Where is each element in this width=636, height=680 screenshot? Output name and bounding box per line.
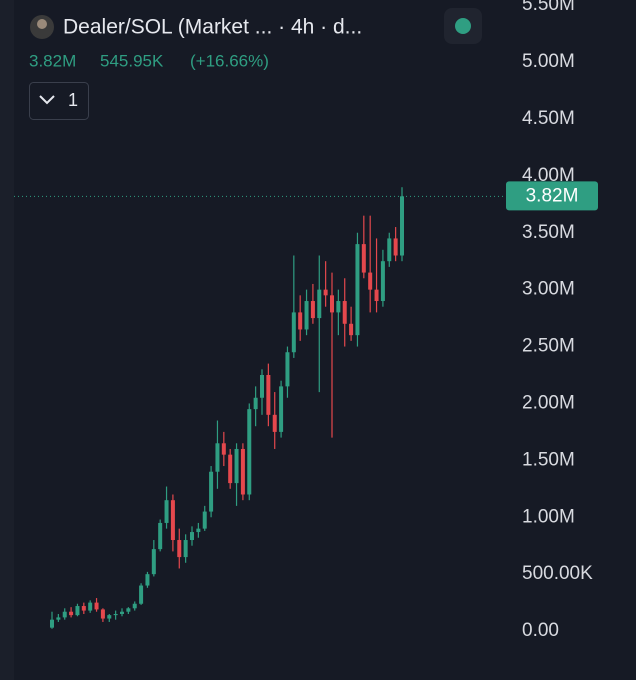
candle-body [81, 606, 86, 611]
candle-body [266, 374, 271, 415]
candle-body [75, 606, 80, 616]
candle-body [355, 244, 360, 336]
header-change-percent: (+16.66%) [190, 51, 269, 70]
candle-body [298, 312, 303, 330]
indicator-count: 1 [68, 90, 78, 110]
last-price-tag [506, 181, 598, 211]
candle-body [323, 289, 328, 296]
candle-body [196, 528, 201, 533]
candle-body [387, 238, 392, 262]
y-tick-label: 3.00M [522, 279, 575, 300]
header-price: 3.82M [29, 51, 76, 70]
candle-body [120, 611, 124, 614]
y-tick-label: 1.50M [522, 449, 575, 470]
y-tick-label: 4.00M [522, 165, 575, 186]
candle-body [164, 500, 169, 523]
candle-body [342, 301, 347, 324]
candle-body [291, 312, 296, 353]
candle-body [69, 611, 74, 616]
y-tick-label: 2.00M [522, 392, 575, 413]
y-tick-label: 3.50M [522, 222, 575, 243]
candle-body [374, 289, 379, 302]
candle-body [113, 613, 118, 616]
last-price-label: 3.82M [526, 185, 579, 206]
candle-body [368, 272, 373, 290]
candle-body [304, 301, 309, 330]
candle-body [234, 448, 239, 484]
candle-body [330, 295, 334, 313]
candle-body [139, 585, 144, 604]
candle-body [88, 602, 93, 611]
candle-body [221, 443, 226, 455]
candle-body [56, 617, 61, 620]
candle-body [317, 289, 322, 319]
candle-body [393, 238, 398, 256]
status-dot[interactable] [455, 18, 471, 34]
candle-body [126, 608, 131, 612]
y-tick-label: 5.50M [522, 0, 575, 15]
candle-body [215, 443, 220, 472]
candle-body [158, 522, 163, 550]
header-change: 545.95K [100, 51, 164, 70]
candle-body [132, 603, 137, 609]
candle-body [170, 500, 175, 541]
candle-body [151, 549, 156, 575]
left-strip [0, 0, 14, 680]
y-tick-label: 5.00M [522, 51, 575, 72]
candle-body [94, 602, 99, 610]
candle-body [209, 471, 214, 512]
candle-body [247, 409, 252, 495]
candle-body [272, 414, 277, 432]
y-tick-label: 0.00 [522, 620, 559, 641]
y-tick-label: 1.00M [522, 506, 575, 527]
candle-body [260, 374, 264, 398]
token-avatar-face [37, 19, 47, 29]
indicator-toggle[interactable] [29, 82, 89, 120]
chevron [39, 95, 55, 105]
candle-body [100, 609, 105, 619]
candle-body [183, 540, 188, 558]
candle-body [285, 352, 290, 387]
candle-body [107, 615, 112, 619]
candle-body [400, 196, 404, 256]
candle-body [177, 540, 182, 558]
candle-body [190, 532, 194, 541]
candle-body [349, 323, 354, 336]
candle-body [50, 619, 54, 628]
candle-body [62, 611, 67, 618]
y-tick-label: 500.00K [522, 563, 593, 584]
candle-body [279, 386, 284, 432]
candle-body [240, 448, 245, 495]
candle-body [202, 511, 207, 529]
candle-body [253, 397, 258, 410]
y-tick-label: 2.50M [522, 336, 575, 357]
candle-body [336, 301, 341, 313]
header-title: Dealer/SOL (Market ... · 4h · d... [63, 16, 362, 39]
candle-body [228, 454, 233, 484]
candle-body [145, 574, 150, 586]
y-tick-label: 4.50M [522, 108, 575, 129]
candle-body [310, 301, 315, 319]
candle-body [361, 244, 366, 273]
candle-body [380, 261, 385, 302]
